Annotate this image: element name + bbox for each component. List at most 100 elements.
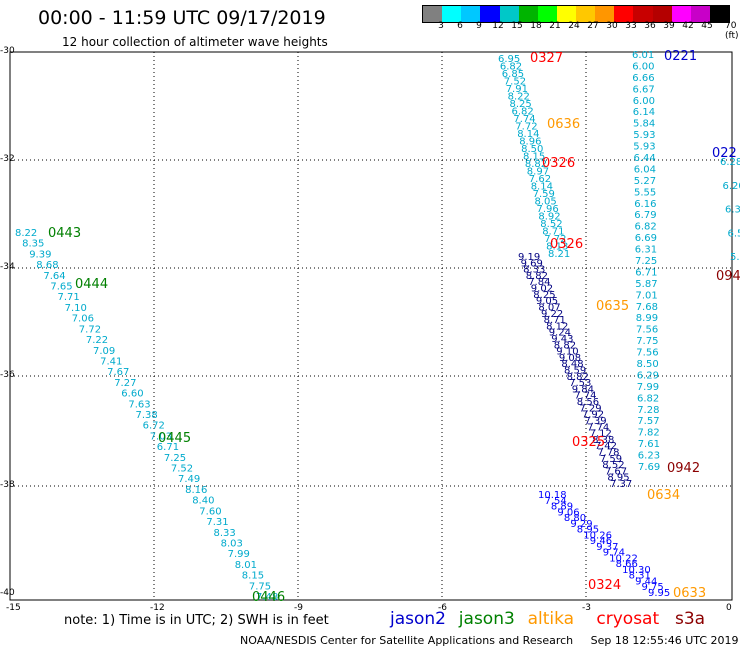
scale-label: 3 [438, 21, 444, 31]
map-border [9, 51, 733, 601]
wave-height-value: 9.08 [559, 353, 581, 364]
wave-height-value: 6.85 [502, 69, 524, 80]
wave-height-value: 7.22 [86, 335, 108, 346]
wave-height-value: 7.25 [635, 256, 657, 267]
page-subtitle: 12 hour collection of altimeter wave hei… [62, 35, 328, 49]
scale-swatch [518, 6, 538, 22]
wave-height-value: 7.74 [587, 422, 609, 433]
wave-height-value: 6.20 [723, 181, 740, 192]
wave-height-value: 7.99 [228, 549, 250, 560]
wave-height-value: 9.19 [518, 252, 540, 263]
pass-time-label: 0325 [572, 435, 606, 450]
wave-height-value: 6.44 [634, 153, 656, 164]
wave-tracks: 8.228.359.398.687.647.657.717.107.067.72… [15, 50, 740, 603]
scale-swatch [461, 6, 481, 22]
wave-height-value: 7.56 [636, 348, 658, 359]
lon-tick-label: -6 [438, 603, 447, 613]
lat-tick-label: -34 [0, 262, 15, 272]
wave-height-value: 7.67 [107, 367, 129, 378]
scale-label: 39 [663, 21, 675, 31]
wave-height-value: 8.97 [527, 167, 549, 178]
pass-time-label: 0634 [647, 488, 681, 503]
wave-height-value: 8.71 [544, 315, 566, 326]
scale-label: 6 [457, 21, 463, 31]
scale-swatch [671, 6, 691, 22]
wave-height-value: 6.82 [500, 62, 522, 73]
pass-time-label: 0326 [550, 237, 584, 252]
scale-swatch [614, 6, 634, 22]
wave-height-value: 7.92 [582, 410, 604, 421]
wave-height-value: 6.54 [728, 228, 740, 239]
wave-height-value: 7.91 [506, 84, 528, 95]
wave-height-value: 7.72 [515, 122, 537, 133]
wave-height-value: 10.30 [622, 565, 651, 576]
wave-height-value: 10.26 [583, 530, 612, 541]
wave-height-value: 7.59 [533, 189, 555, 200]
wave-height-value: 7.65 [50, 282, 72, 293]
wave-height-value: 8.68 [36, 260, 58, 271]
lat-tick-label: -40 [0, 588, 15, 598]
wave-height-value: 7.78 [597, 448, 619, 459]
pass-time-label: 0327 [530, 51, 564, 66]
lon-tick-label: -15 [6, 603, 21, 613]
wave-height-value: 7.12 [590, 429, 612, 440]
wave-height-value: 8.16 [185, 485, 207, 496]
wave-height-value: 6.71 [635, 267, 657, 278]
lon-tick-label: -9 [294, 603, 303, 613]
footer-credit: NOAA/NESDIS Center for Satellite Applica… [240, 634, 739, 647]
pass-time-label: 0443 [48, 226, 82, 241]
wave-height-value: 5.93 [633, 130, 655, 141]
wave-height-value: 6.28 [720, 157, 740, 168]
wave-height-value: 8.13 [546, 242, 568, 253]
wave-height-value: 6.60 [121, 389, 143, 400]
wave-height-value: 9.05 [536, 296, 558, 307]
scale-label: 24 [568, 21, 580, 31]
scale-labels: 3 6 9 12 15 18 21 24 27 30 33 36 39 42 45 70 (ft) [422, 21, 740, 41]
wave-height-value: 8.03 [221, 539, 243, 550]
wave-height-value: 6.00 [633, 96, 655, 107]
scale-label: 30 [606, 21, 618, 31]
legend-item-jason2: jason2 [390, 609, 446, 629]
wave-height-value: 9.43 [551, 334, 573, 345]
wave-height-value: 8.14 [531, 182, 553, 193]
wave-height-value: 8.35 [22, 239, 44, 250]
pass-time-label: 094 [716, 269, 740, 284]
wave-height-value: 8.05 [535, 197, 557, 208]
wave-height-value: 9.39 [29, 249, 51, 260]
units-note: note: 1) Time is in UTC; 2) SWH is in fe… [64, 613, 329, 628]
graticule [10, 52, 732, 600]
wave-height-value: 10.22 [609, 553, 638, 564]
scale-label: 21 [549, 21, 561, 31]
scale-swatch [690, 6, 710, 22]
wave-height-value: 8.15 [523, 152, 545, 163]
wave-height-value: 9.75 [642, 582, 664, 593]
wave-height-value: 8.14 [517, 129, 539, 140]
wave-height-value: 5.27 [634, 176, 656, 187]
lat-tick-label: -30 [0, 46, 15, 56]
wave-height-value: 7.75 [636, 336, 658, 347]
scale-label: 70 (ft) [725, 21, 739, 41]
wave-height-value: 8.33 [523, 265, 545, 276]
scale-swatch [537, 6, 557, 22]
wave-height-value: 5.84 [633, 119, 655, 130]
wave-height-value: 7.29 [579, 403, 601, 414]
legend-item-altika: altika [527, 609, 575, 629]
wave-height-color-scale [422, 5, 730, 23]
wave-height-value: 8.99 [636, 313, 658, 324]
lon-tick-label: -12 [150, 603, 165, 613]
wave-height-value: 6.31 [725, 205, 740, 216]
wave-height-value: 7.72 [544, 234, 566, 245]
wave-height-value: 7.54 [545, 496, 567, 507]
wave-height-value: 7.99 [637, 382, 659, 393]
pass-time-label: 0635 [596, 299, 630, 314]
wave-height-value: 7.74 [574, 391, 596, 402]
wave-height-value: 7.48 [256, 592, 278, 603]
wave-height-value: 8.50 [521, 144, 543, 155]
wave-height-value: 5.87 [635, 279, 657, 290]
wave-height-value: 7.28 [637, 405, 659, 416]
wave-height-value: 10.18 [538, 490, 567, 501]
scale-label: 15 [511, 21, 523, 31]
wave-height-value: 8.82 [567, 372, 589, 383]
pass-time-label: 0326 [542, 156, 576, 171]
pass-time-label: 022 [712, 146, 737, 161]
